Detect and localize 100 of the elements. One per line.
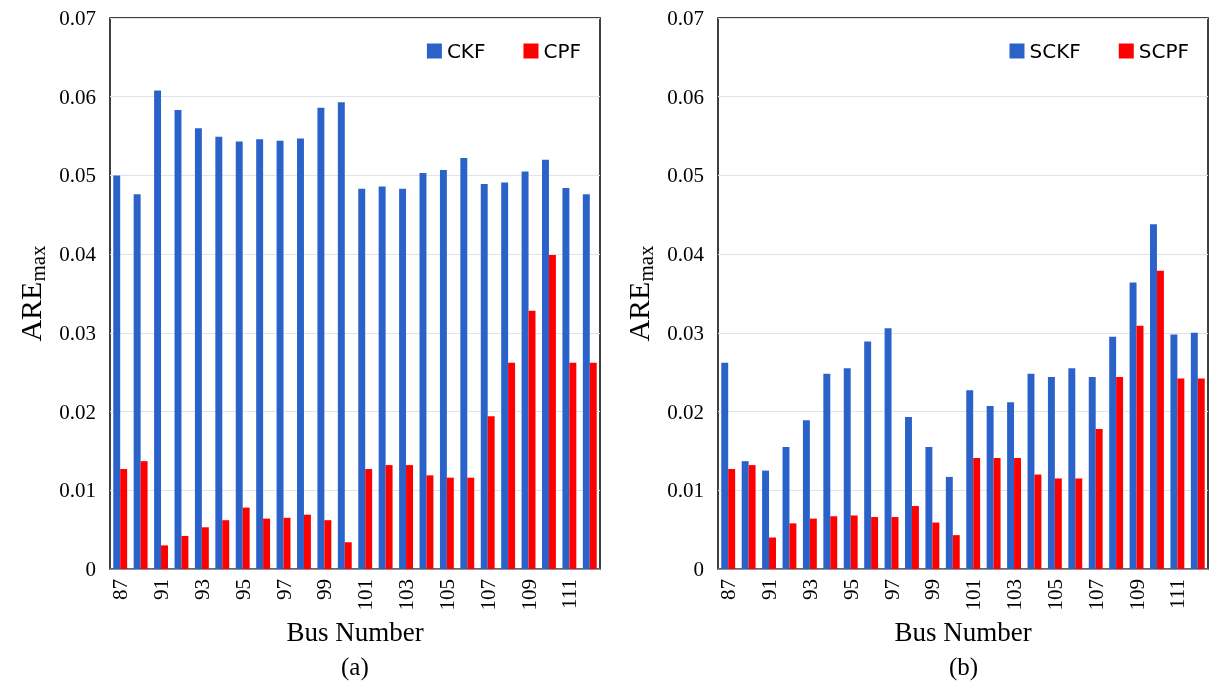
bar [911, 506, 919, 569]
bar [385, 465, 393, 569]
bar [365, 469, 373, 569]
x-tick-label: 97 [271, 579, 296, 600]
y-tick-label: 0.04 [667, 242, 705, 267]
bar [993, 458, 1001, 569]
bar [884, 328, 892, 569]
bar [721, 362, 729, 569]
legend-label: CKF [446, 39, 486, 63]
bar [843, 368, 851, 569]
bar [542, 159, 549, 569]
x-tick-label: 101 [961, 579, 986, 611]
x-tick-label: 91 [757, 579, 782, 600]
bar [769, 537, 776, 569]
y-axis-title: AREmax [622, 244, 658, 342]
y-tick-label: 0.03 [667, 320, 704, 345]
bar [256, 139, 264, 569]
bar [501, 182, 509, 569]
bar [276, 140, 284, 569]
bar [966, 390, 974, 569]
bar [1054, 478, 1062, 569]
bar [548, 254, 556, 569]
bar [589, 362, 597, 569]
x-axis-title: Bus Number [286, 616, 424, 647]
bar [194, 128, 202, 569]
y-tick-label: 0.07 [59, 6, 96, 30]
bar [562, 188, 570, 569]
bar [303, 514, 311, 569]
x-tick-label: 91 [149, 579, 174, 600]
bar [161, 545, 168, 569]
y-tick-label: 0.01 [667, 478, 704, 503]
bar [1068, 368, 1076, 569]
bar [133, 194, 141, 569]
bar [222, 520, 230, 569]
x-tick-label: 93 [189, 579, 214, 600]
bar [480, 184, 488, 569]
x-tick-label: 95 [838, 579, 863, 600]
x-tick-label: 101 [353, 579, 378, 611]
y-tick-label: 0.04 [59, 242, 97, 267]
x-tick-label: 105 [1042, 579, 1067, 611]
x-tick-label: 99 [920, 579, 945, 600]
bar [871, 517, 879, 569]
bar [1150, 224, 1157, 569]
bar [789, 523, 797, 569]
y-tick-label: 0.03 [59, 320, 96, 345]
bar [925, 446, 933, 569]
y-tick-label: 0.05 [667, 163, 704, 188]
x-tick-label: 97 [879, 579, 904, 600]
y-tick-label: 0.07 [667, 6, 704, 30]
bar [439, 169, 447, 569]
bar [215, 136, 223, 569]
bar [945, 476, 953, 569]
y-tick-label: 0.02 [59, 399, 96, 424]
bar [809, 518, 817, 569]
bar [358, 188, 366, 569]
bar [1047, 376, 1055, 569]
bar [762, 470, 770, 569]
x-tick-label: 95 [230, 579, 255, 600]
bar [337, 102, 345, 569]
text: (a) [341, 653, 369, 681]
y-tick-label: 0.06 [59, 84, 96, 109]
x-tick-label: 111 [1165, 579, 1190, 609]
bar [1170, 334, 1178, 569]
bar [521, 171, 529, 569]
bar [1190, 332, 1198, 569]
bar [1197, 378, 1205, 569]
text: (b) [949, 653, 979, 681]
x-tick-label: 105 [434, 579, 459, 611]
x-tick-label: 93 [797, 579, 822, 600]
bar [728, 469, 736, 569]
bar [1014, 458, 1021, 569]
bar [1156, 270, 1164, 569]
bar [582, 194, 590, 569]
bar [1116, 376, 1124, 569]
bar [317, 107, 325, 569]
bar [460, 158, 468, 569]
bar [154, 90, 162, 569]
y-tick-label: 0 [693, 557, 704, 581]
bar [932, 522, 940, 569]
bar [508, 362, 516, 569]
y-tick-label: 0.06 [667, 84, 704, 109]
x-tick-label: 107 [475, 579, 500, 611]
bar [905, 417, 912, 569]
y-tick-label: 0.02 [667, 399, 704, 424]
bar [140, 461, 148, 569]
bar [487, 416, 495, 569]
y-axis-title: AREmax [14, 244, 50, 342]
bar [113, 175, 121, 569]
y-tick-label: 0 [85, 557, 96, 581]
bar [748, 465, 756, 569]
bar [1034, 474, 1042, 569]
x-tick-label: 99 [312, 579, 337, 600]
bar [830, 516, 838, 569]
bar [1109, 336, 1117, 569]
x-tick-label: 111 [557, 579, 582, 609]
x-tick-label: 103 [394, 579, 419, 611]
x-tick-label: 109 [1124, 579, 1149, 611]
bar [1075, 478, 1083, 569]
bar [181, 535, 189, 569]
bar [344, 542, 352, 569]
